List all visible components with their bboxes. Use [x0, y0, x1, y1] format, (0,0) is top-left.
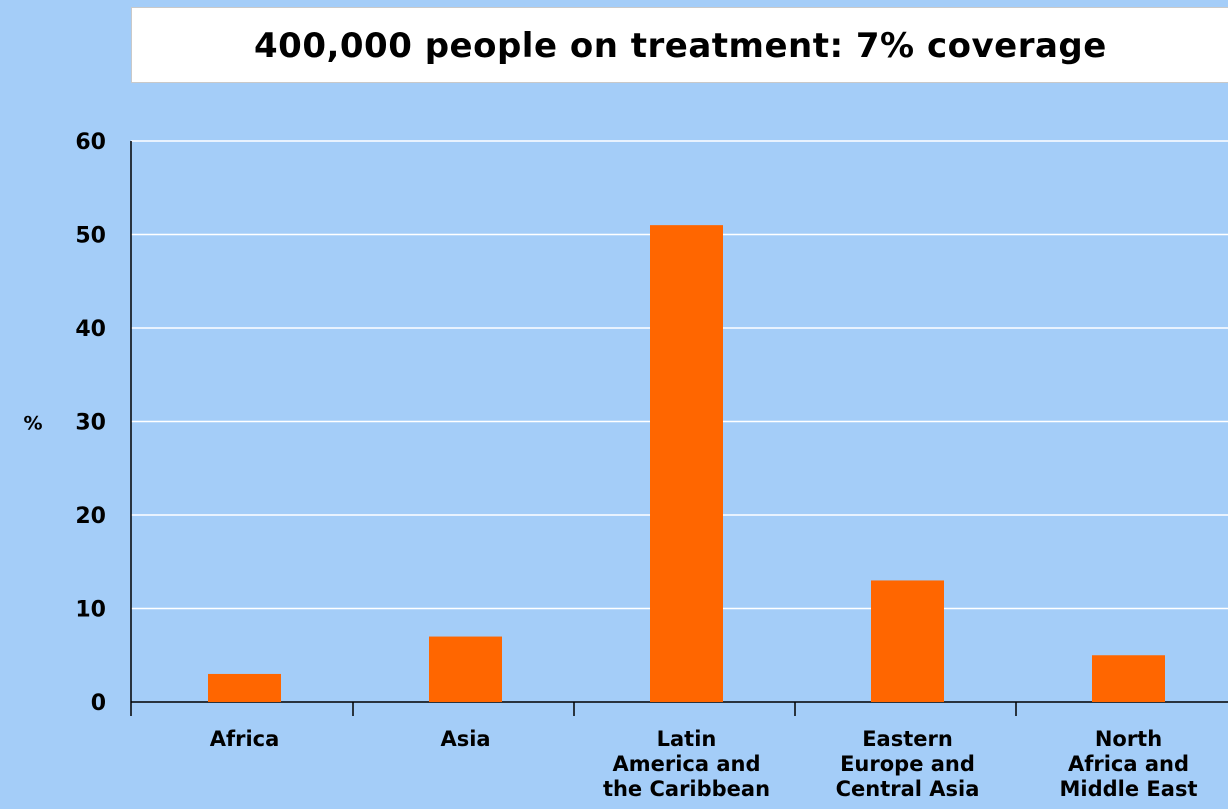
- bar: [650, 225, 723, 702]
- x-tick-label-line: Africa: [210, 727, 280, 751]
- bar: [871, 580, 944, 702]
- y-tick-label: 30: [75, 411, 106, 436]
- x-tick-label-line: Latin: [657, 727, 717, 751]
- y-axis-title: %: [23, 413, 42, 435]
- y-tick-label: 40: [75, 317, 106, 342]
- y-tick-label: 0: [91, 691, 106, 716]
- x-tick-label-line: Middle East: [1060, 777, 1198, 801]
- y-tick-label: 60: [75, 130, 106, 155]
- x-tick-label-line: North: [1095, 727, 1162, 751]
- bar: [429, 636, 502, 702]
- chart-title: 400,000 people on treatment: 7% coverage: [254, 26, 1107, 66]
- x-tick-label-line: Eastern: [862, 727, 953, 751]
- y-tick-label: 50: [75, 224, 106, 249]
- x-tick-label-line: America and: [612, 752, 760, 776]
- x-tick-label-line: the Caribbean: [603, 777, 770, 801]
- x-tick-label: Asia: [440, 727, 490, 751]
- y-tick-label: 10: [75, 598, 106, 623]
- x-tick-label: Latin America and the Caribbean: [603, 727, 770, 801]
- x-tick-label: Eastern Europe and Central Asia: [836, 727, 980, 801]
- bar: [208, 673, 281, 702]
- x-tick-label-line: Asia: [440, 727, 490, 751]
- x-tick-label: Africa: [210, 727, 280, 751]
- x-tick-label-line: Africa and: [1068, 752, 1189, 776]
- x-tick-label-line: Europe and: [840, 752, 975, 776]
- bar: [1092, 655, 1165, 702]
- x-tick-label-line: Central Asia: [836, 777, 980, 801]
- chart-title-box: 400,000 people on treatment: 7% coverage: [131, 7, 1228, 83]
- x-tick-label: North Africa and Middle East: [1060, 727, 1198, 801]
- y-tick-label: 20: [75, 504, 106, 529]
